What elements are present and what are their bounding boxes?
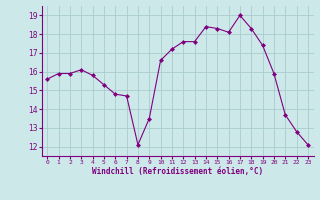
X-axis label: Windchill (Refroidissement éolien,°C): Windchill (Refroidissement éolien,°C): [92, 167, 263, 176]
